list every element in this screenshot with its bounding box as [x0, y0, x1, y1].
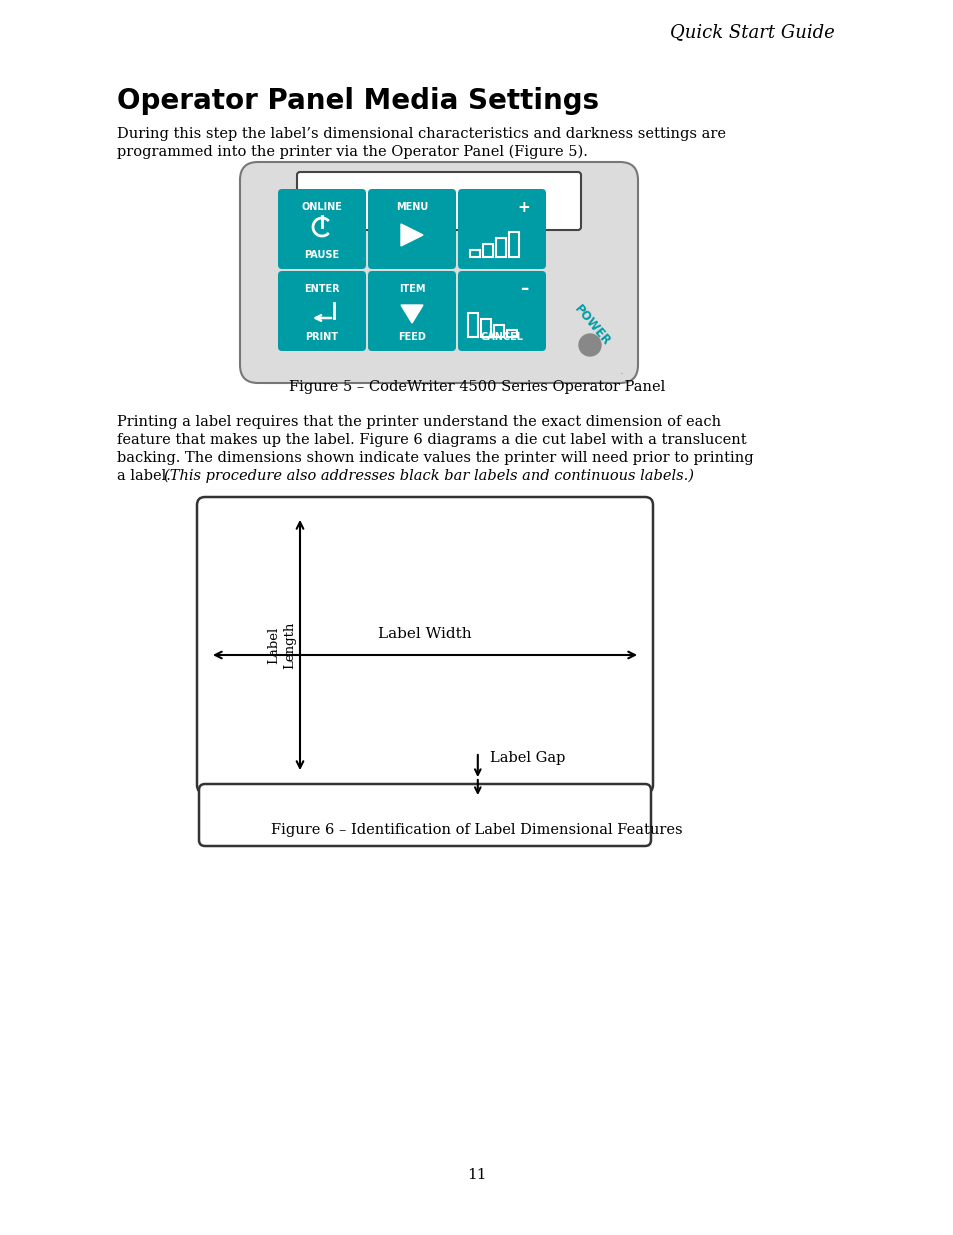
FancyBboxPatch shape — [368, 270, 456, 351]
Polygon shape — [400, 224, 422, 246]
FancyBboxPatch shape — [457, 189, 545, 269]
Text: Label
Length: Label Length — [267, 621, 296, 668]
Text: .: . — [619, 366, 623, 375]
Text: (This procedure also addresses black bar labels and continuous labels.): (This procedure also addresses black bar… — [164, 469, 693, 483]
Text: Operator Panel Media Settings: Operator Panel Media Settings — [117, 86, 598, 115]
Text: Figure 5 – CodeWriter 4500 Series Operator Panel: Figure 5 – CodeWriter 4500 Series Operat… — [289, 380, 664, 394]
FancyBboxPatch shape — [277, 189, 366, 269]
Text: +: + — [517, 200, 530, 215]
Text: 11: 11 — [467, 1168, 486, 1182]
FancyBboxPatch shape — [457, 270, 545, 351]
Text: programmed into the printer via the Operator Panel (Figure 5).: programmed into the printer via the Oper… — [117, 144, 587, 159]
Text: ENTER: ENTER — [304, 284, 339, 294]
Text: Quick Start Guide: Quick Start Guide — [670, 23, 834, 41]
Text: CANCEL: CANCEL — [480, 332, 523, 342]
FancyBboxPatch shape — [277, 270, 366, 351]
Text: backing. The dimensions shown indicate values the printer will need prior to pri: backing. The dimensions shown indicate v… — [117, 451, 753, 466]
Text: ONLINE: ONLINE — [301, 203, 342, 212]
Text: POWER: POWER — [572, 303, 613, 348]
Text: MENU: MENU — [395, 203, 428, 212]
Text: Label Width: Label Width — [377, 627, 472, 641]
Text: Label Gap: Label Gap — [489, 751, 564, 764]
Text: a label.: a label. — [117, 469, 175, 483]
Text: During this step the label’s dimensional characteristics and darkness settings a: During this step the label’s dimensional… — [117, 127, 725, 141]
FancyBboxPatch shape — [240, 162, 638, 383]
Text: ITEM: ITEM — [398, 284, 425, 294]
Text: Printing a label requires that the printer understand the exact dimension of eac: Printing a label requires that the print… — [117, 415, 720, 429]
FancyBboxPatch shape — [196, 496, 652, 793]
Text: FEED: FEED — [397, 332, 425, 342]
Circle shape — [578, 333, 600, 356]
Polygon shape — [400, 305, 422, 324]
Text: PAUSE: PAUSE — [304, 249, 339, 261]
FancyBboxPatch shape — [296, 172, 580, 230]
Text: feature that makes up the label. Figure 6 diagrams a die cut label with a transl: feature that makes up the label. Figure … — [117, 433, 746, 447]
Text: –: – — [519, 280, 528, 298]
Text: PRINT: PRINT — [305, 332, 338, 342]
Text: Figure 6 – Identification of Label Dimensional Features: Figure 6 – Identification of Label Dimen… — [271, 823, 682, 837]
FancyBboxPatch shape — [199, 784, 650, 846]
FancyBboxPatch shape — [368, 189, 456, 269]
